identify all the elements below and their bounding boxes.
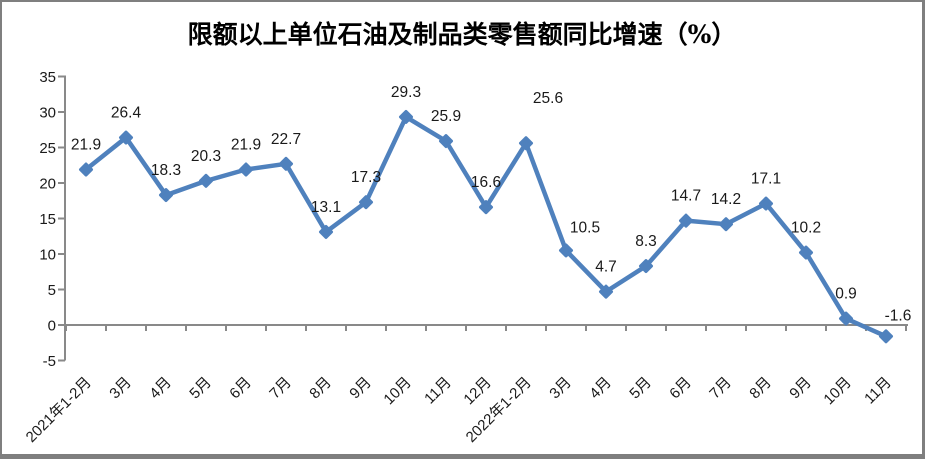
- y-axis-tick-label: 5: [48, 282, 56, 299]
- y-axis-tick-label: 20: [39, 176, 56, 193]
- data-point-marker: [879, 329, 893, 344]
- x-axis-category-label: 6月: [666, 374, 695, 403]
- data-point-label: 14.7: [671, 188, 701, 205]
- x-axis-category-label: 4月: [146, 374, 175, 403]
- y-axis-tick-label: 15: [39, 211, 56, 228]
- data-point-label: 4.7: [595, 259, 617, 276]
- y-axis-tick-label: 0: [48, 318, 56, 335]
- data-point-marker: [639, 259, 653, 274]
- data-point-label: 20.3: [191, 148, 221, 165]
- data-point-marker: [839, 311, 853, 326]
- x-axis-category-label: 8月: [746, 374, 775, 403]
- data-point-label: 25.9: [431, 108, 461, 125]
- x-axis-category-label: 3月: [106, 374, 135, 403]
- data-point-label: 10.5: [570, 219, 600, 236]
- x-axis-category-label: 9月: [786, 374, 815, 403]
- x-axis-category-label: 6月: [226, 374, 255, 403]
- x-axis-category-label: 7月: [266, 374, 295, 403]
- x-axis-category-label: 5月: [626, 374, 655, 403]
- x-axis-category-label: 7月: [706, 374, 735, 403]
- data-point-label: -1.6: [885, 307, 912, 324]
- y-axis-tick-label: 25: [39, 140, 56, 157]
- x-axis-category-label: 2021年1-2月: [23, 374, 95, 446]
- y-axis-tick-label: 30: [39, 105, 56, 122]
- data-point-label: 26.4: [111, 105, 142, 122]
- data-point-marker: [239, 162, 253, 177]
- data-point-label: 13.1: [311, 199, 341, 216]
- data-point-marker: [679, 213, 693, 228]
- x-axis-category-label: 5月: [186, 374, 215, 403]
- data-point-label: 0.9: [835, 286, 857, 303]
- data-point-label: 18.3: [151, 162, 181, 179]
- data-point-marker: [199, 173, 213, 188]
- data-point-label: 17.1: [751, 171, 781, 188]
- y-axis-tick-label: 35: [39, 69, 56, 86]
- x-axis-category-label: 12月: [460, 374, 494, 408]
- data-point-marker: [79, 162, 93, 177]
- data-point-label: 29.3: [391, 84, 421, 101]
- data-point-label: 14.2: [711, 191, 741, 208]
- data-point-marker: [759, 196, 773, 211]
- x-axis-category-label: 9月: [346, 374, 375, 403]
- x-axis-category-label: 8月: [306, 374, 335, 403]
- data-point-label: 21.9: [71, 137, 101, 154]
- data-point-marker: [279, 156, 293, 171]
- data-point-label: 16.6: [471, 174, 501, 191]
- data-point-marker: [359, 195, 373, 210]
- data-point-marker: [119, 130, 133, 145]
- data-point-marker: [799, 245, 813, 260]
- data-point-label: 21.9: [231, 137, 261, 154]
- x-axis-category-label: 11月: [861, 374, 895, 408]
- data-point-marker: [319, 224, 333, 239]
- y-axis-tick-label: 10: [39, 247, 56, 264]
- data-point-marker: [559, 243, 573, 258]
- x-axis-category-label: 4月: [586, 374, 615, 403]
- data-point-marker: [399, 109, 413, 124]
- data-point-marker: [719, 217, 733, 232]
- x-axis-category-label: 3月: [546, 374, 575, 403]
- x-axis-category-label: 10月: [380, 374, 414, 408]
- x-axis-category-label: 11月: [421, 374, 455, 408]
- data-point-label: 22.7: [271, 131, 301, 148]
- data-point-label: 10.2: [791, 220, 821, 237]
- data-point-marker: [599, 284, 613, 299]
- data-point-marker: [159, 188, 173, 203]
- data-point-marker: [439, 134, 453, 149]
- data-point-label: 8.3: [635, 233, 657, 250]
- data-point-label: 25.6: [533, 90, 563, 107]
- data-point-marker: [479, 200, 493, 215]
- chart-title: 限额以上单位石油及制品类零售额同比增速（%）: [187, 20, 737, 49]
- data-point-marker: [519, 136, 533, 151]
- data-point-label: 17.3: [351, 169, 381, 186]
- y-axis-tick-label: -5: [43, 353, 56, 370]
- x-axis-category-label: 10月: [820, 374, 854, 408]
